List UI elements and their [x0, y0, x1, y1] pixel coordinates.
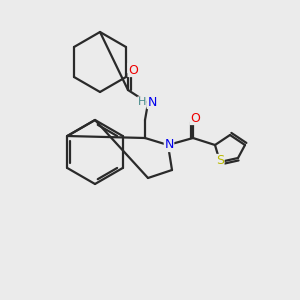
- Text: O: O: [190, 112, 200, 124]
- Text: S: S: [216, 154, 224, 167]
- Text: N: N: [147, 95, 157, 109]
- Text: N: N: [164, 139, 174, 152]
- Text: O: O: [128, 64, 138, 76]
- Text: H: H: [138, 97, 146, 107]
